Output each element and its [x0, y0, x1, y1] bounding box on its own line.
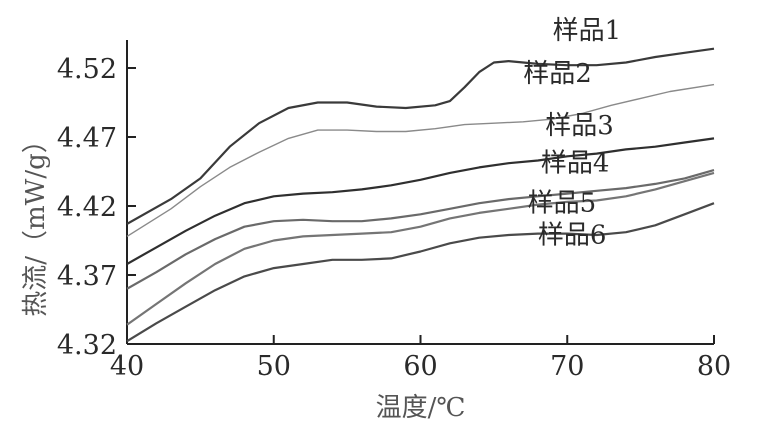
x-tick-label: 60 [403, 351, 437, 382]
series-line-4 [126, 169, 715, 290]
series-label-3: 样品3 [545, 111, 614, 141]
y-tick-label: 4.42 [57, 192, 117, 223]
y-axis-title: 热流/（mW/g） [21, 127, 51, 317]
series-label-1: 样品1 [553, 16, 622, 46]
y-tick-label: 4.32 [57, 330, 117, 361]
series-label-4: 样品4 [541, 149, 610, 179]
y-tick-label: 4.47 [57, 123, 117, 154]
y-tick-label: 4.52 [57, 54, 117, 85]
y-tick-label: 4.37 [57, 261, 117, 292]
ticks-layer: 4.32 4.37 4.42 4.47 4.52 40 50 60 70 80 [57, 54, 731, 382]
x-tick-label: 40 [110, 351, 144, 382]
series-line-6 [126, 202, 715, 343]
series-line-1 [126, 47, 715, 225]
series-layer [126, 47, 715, 343]
axes-layer [126, 40, 714, 345]
series-line-3 [126, 137, 715, 265]
series-line-2 [126, 83, 715, 237]
x-tick-label: 80 [697, 351, 731, 382]
series-line-5 [126, 171, 715, 326]
x-tick-label: 70 [550, 351, 584, 382]
series-label-2: 样品2 [523, 59, 592, 89]
series-label-5: 样品5 [528, 189, 597, 219]
series-label-6: 样品6 [538, 220, 607, 250]
x-axis-title: 温度/℃ [376, 393, 466, 423]
x-tick-label: 50 [257, 351, 291, 382]
